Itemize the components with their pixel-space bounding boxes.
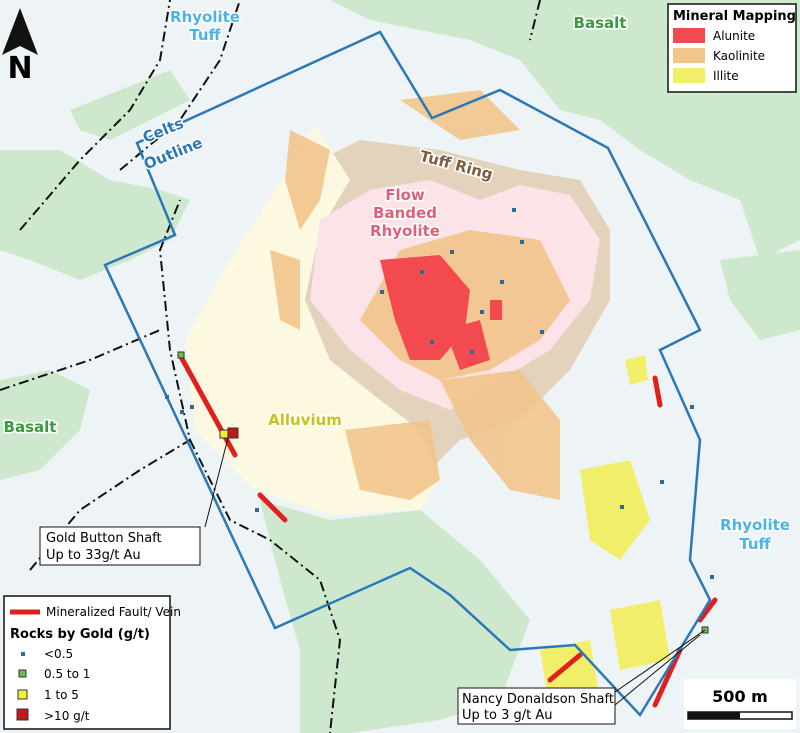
callout-text: Gold Button Shaft (46, 531, 162, 546)
callout-box (39, 526, 201, 566)
leader (204, 437, 229, 528)
samples-low (165, 208, 714, 579)
label: Banded (373, 204, 437, 222)
sample-1-5 (219, 429, 229, 439)
leader (614, 629, 706, 693)
label: Basalt (4, 418, 57, 436)
label: Rhyolite (720, 516, 790, 534)
label: Basalt (574, 14, 627, 32)
sample-high (227, 427, 239, 439)
scale-bar: 500 m (684, 679, 796, 729)
callout-text: Up to 33g/t Au (46, 548, 141, 563)
label: Tuff (739, 535, 771, 553)
legend-item: >10 g/t (44, 709, 90, 723)
label: Rhyolite (370, 222, 440, 240)
alunite-areas (380, 255, 502, 370)
callout-text: Nancy Donaldson Shaft (462, 692, 614, 707)
legend-item: 0.5 to 1 (44, 667, 90, 681)
legend-item: Alunite (713, 29, 755, 43)
mineral-legend: Mineral Mapping Alunite Kaolinite Illite (667, 3, 797, 93)
scale-label: 500 m (712, 687, 768, 706)
legend-item: Kaolinite (713, 49, 765, 63)
label: Rhyolite (170, 8, 240, 26)
legend-item: Mineralized Fault/ Vein (46, 605, 181, 619)
label: Tuff (189, 26, 221, 44)
north-arrow (2, 8, 38, 55)
legend-title: Mineral Mapping (673, 9, 796, 24)
label: Flow (385, 186, 425, 204)
legend-item: <0.5 (44, 647, 73, 661)
leader (614, 634, 701, 706)
legend-item: Illite (713, 69, 739, 83)
sample-mid (177, 351, 185, 359)
callout-text: Up to 3 g/t Au (462, 708, 552, 723)
legend-title: Rocks by Gold (g/t) (10, 627, 150, 642)
label: Alluvium (268, 411, 342, 429)
faults (0, 0, 541, 733)
legend-item: 1 to 5 (44, 688, 79, 702)
north-label: N (7, 51, 32, 86)
callout-box (457, 687, 616, 725)
rocks-legend: Mineralized Fault/ Vein Rocks by Gold (g… (3, 595, 181, 730)
celts-outline (103, 30, 712, 718)
alluvium (185, 125, 440, 515)
